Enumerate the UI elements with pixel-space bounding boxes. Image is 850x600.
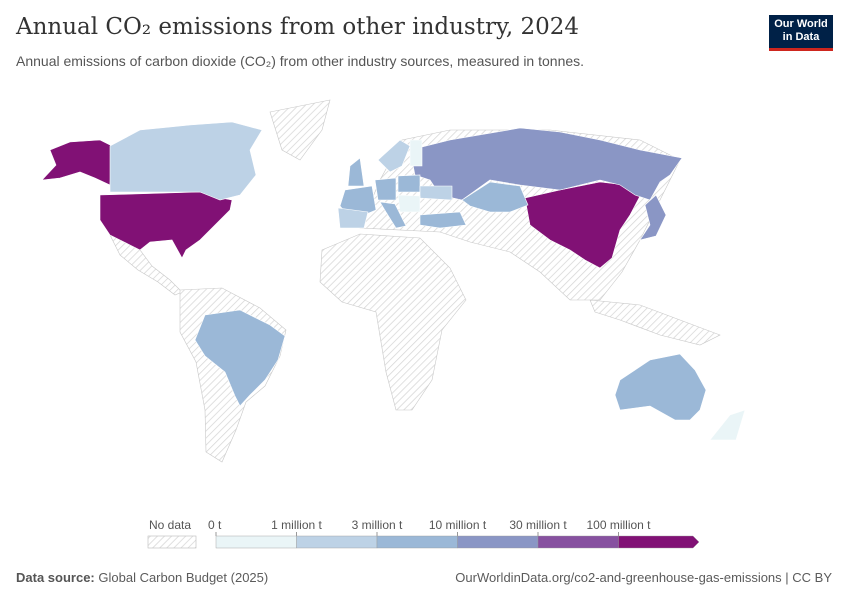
region-mexico-central-america[interactable] xyxy=(109,234,183,296)
legend-bin-swatch[interactable] xyxy=(376,535,458,549)
page-subtitle: Annual emissions of carbon dioxide (CO₂)… xyxy=(16,53,585,69)
legend-bin-label: 30 million t xyxy=(509,518,567,532)
logo-line-1: Our World xyxy=(774,18,828,30)
region-greenland[interactable] xyxy=(269,99,331,161)
legend-bin-label: 10 million t xyxy=(428,518,487,532)
country-spain[interactable] xyxy=(337,207,369,229)
country-china[interactable] xyxy=(524,181,641,269)
legend-bin-label: 3 million t xyxy=(351,518,403,532)
legend-bin-swatch[interactable] xyxy=(215,535,297,549)
country-united-states[interactable] xyxy=(41,139,113,186)
country-turkey[interactable] xyxy=(419,211,467,229)
country-new-zealand[interactable] xyxy=(709,409,746,441)
world-map xyxy=(41,99,746,463)
legend-bin-swatch[interactable] xyxy=(537,535,619,549)
data-source-link[interactable]: Global Carbon Budget (2025) xyxy=(98,570,269,585)
legend-bin-label: 100 million t xyxy=(586,518,651,532)
country-romania[interactable] xyxy=(397,194,421,213)
country-finland[interactable] xyxy=(409,139,423,167)
region-africa[interactable] xyxy=(319,233,467,411)
chart-url[interactable]: OurWorldinData.org/co2-and-greenhouse-ga… xyxy=(455,570,832,585)
country-ukraine[interactable] xyxy=(419,185,453,201)
region-southeast-asia-islands[interactable] xyxy=(589,299,721,346)
country-brazil[interactable] xyxy=(194,309,286,407)
data-source-label: Data source: xyxy=(16,570,95,585)
data-source: Data source: Global Carbon Budget (2025) xyxy=(16,570,268,585)
legend-no-data-swatch[interactable] xyxy=(147,535,197,549)
country-japan[interactable] xyxy=(639,194,667,241)
country-germany[interactable] xyxy=(374,177,397,201)
legend-bin-swatch[interactable] xyxy=(296,535,378,549)
legend-bin-swatch[interactable] xyxy=(618,535,700,549)
country-poland[interactable] xyxy=(397,174,421,193)
country-italy[interactable] xyxy=(379,201,407,229)
country-sweden[interactable] xyxy=(377,139,411,173)
country-united-kingdom[interactable] xyxy=(347,157,365,187)
logo-line-2: in Data xyxy=(782,31,820,43)
legend-bin-label: 0 t xyxy=(208,518,222,532)
legend-bin-swatch[interactable] xyxy=(457,535,539,549)
legend-bin-label: 1 million t xyxy=(271,518,322,532)
country-kazakhstan[interactable] xyxy=(461,181,529,213)
owid-logo[interactable]: Our World in Data xyxy=(769,15,833,51)
country-canada[interactable] xyxy=(109,121,263,201)
country-australia[interactable] xyxy=(614,353,707,421)
legend-no-data-label: No data xyxy=(149,518,192,532)
page-title: Annual CO₂ emissions from other industry… xyxy=(16,14,580,40)
